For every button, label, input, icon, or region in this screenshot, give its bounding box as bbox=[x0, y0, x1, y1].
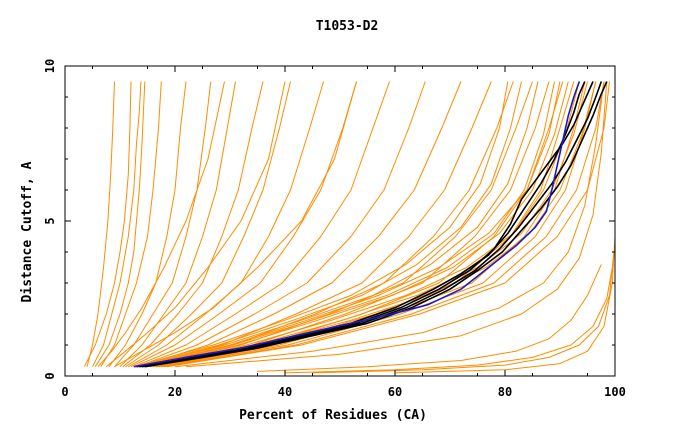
series-line-bulk-32 bbox=[133, 81, 509, 368]
series-line-bulk-7 bbox=[122, 81, 264, 368]
series-line-bulk-4 bbox=[108, 81, 187, 368]
series-line-bulk-30 bbox=[158, 81, 597, 368]
series-line-bulk-11 bbox=[133, 81, 390, 368]
chart-title: T1053-D2 bbox=[316, 19, 379, 34]
series-line-bulk-27 bbox=[144, 81, 555, 368]
series-line-highlight-black-46 bbox=[144, 81, 608, 368]
series-layer bbox=[83, 81, 616, 374]
series-line-bulk-25 bbox=[139, 81, 539, 368]
y-tick-label-0: 0 bbox=[43, 372, 57, 379]
x-tick-label-2: 40 bbox=[278, 385, 292, 399]
series-line-bulk-33 bbox=[174, 81, 605, 368]
series-line-bulk-21 bbox=[161, 81, 597, 368]
y-axis-label: Distance Cutoff, A bbox=[20, 161, 35, 302]
series-line-highlight-black-44 bbox=[139, 81, 594, 368]
series-line-bulk-31 bbox=[136, 81, 522, 368]
series-line-bulk-36 bbox=[312, 251, 615, 374]
x-tick-label-1: 20 bbox=[168, 385, 182, 399]
series-line-bulk-24 bbox=[141, 81, 561, 368]
series-line-bulk-23 bbox=[166, 81, 610, 368]
series-line-bulk-2 bbox=[94, 81, 146, 367]
x-tick-label-4: 80 bbox=[498, 385, 512, 399]
series-line-bulk-10 bbox=[130, 81, 357, 368]
ticks-layer: 0 20 40 60 80 100 0 5 10 bbox=[43, 59, 626, 399]
series-line-bulk-41 bbox=[105, 81, 286, 368]
x-tick-label-5: 100 bbox=[604, 385, 626, 399]
series-line-bulk-22 bbox=[163, 81, 605, 368]
series-line-bulk-0 bbox=[83, 81, 132, 367]
series-line-bulk-26 bbox=[147, 81, 569, 368]
series-line-bulk-42 bbox=[114, 81, 357, 368]
y-tick-label-1: 5 bbox=[43, 217, 57, 224]
series-line-bulk-40 bbox=[97, 81, 225, 368]
x-tick-label-0: 0 bbox=[61, 385, 68, 399]
series-line-highlight-black-45 bbox=[141, 81, 603, 368]
y-tick-label-2: 10 bbox=[43, 59, 57, 73]
series-line-bulk-35 bbox=[284, 267, 613, 374]
x-tick-label-3: 60 bbox=[388, 385, 402, 399]
series-line-bulk-34 bbox=[185, 81, 608, 368]
series-line-bulk-12 bbox=[136, 81, 426, 368]
series-line-bulk-6 bbox=[119, 81, 236, 368]
series-line-bulk-1 bbox=[92, 81, 142, 367]
series-line-bulk-28 bbox=[152, 81, 580, 368]
series-line-bulk-37 bbox=[257, 264, 602, 372]
x-axis-label: Percent of Residues (CA) bbox=[239, 408, 427, 423]
series-line-bulk-39 bbox=[86, 81, 115, 367]
series-line-bulk-17 bbox=[150, 81, 550, 368]
series-line-bulk-13 bbox=[139, 81, 462, 368]
series-line-bulk-9 bbox=[128, 81, 324, 368]
series-line-bulk-5 bbox=[114, 81, 212, 368]
series-line-highlight-blue-47 bbox=[133, 81, 581, 368]
series-line-bulk-3 bbox=[100, 81, 162, 367]
series-line-bulk-8 bbox=[125, 81, 291, 368]
